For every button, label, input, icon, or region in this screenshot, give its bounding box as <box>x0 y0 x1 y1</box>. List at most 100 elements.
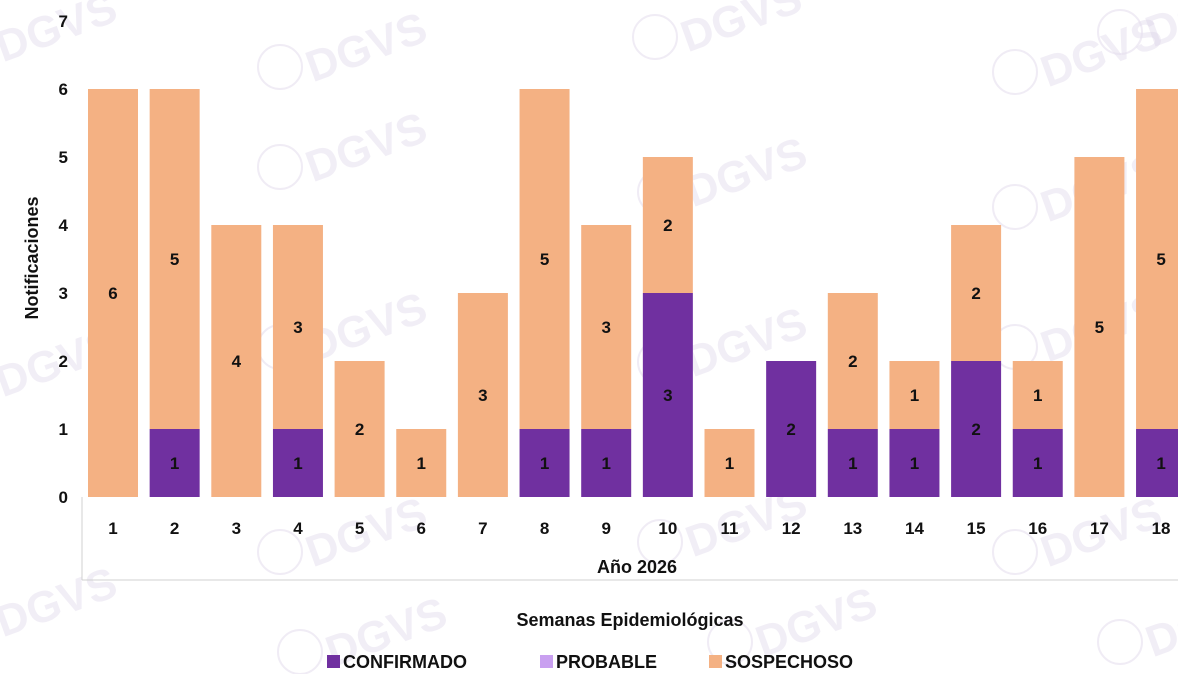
data-label: 1 <box>848 454 857 473</box>
legend-label-confirmado: CONFIRMADO <box>343 652 467 672</box>
x-tick-label: 16 <box>1028 519 1047 538</box>
x-tick-label: 18 <box>1152 519 1171 538</box>
x-tick-label: 14 <box>905 519 924 538</box>
bar-segment-confirmado <box>519 429 570 497</box>
watermark-text: DGVS <box>0 558 123 647</box>
x-tick-label: 17 <box>1090 519 1109 538</box>
x-tick-label: 2 <box>170 519 179 538</box>
x-tick-label: 11 <box>721 519 739 538</box>
watermark-text: DGVS <box>674 0 808 62</box>
data-label: 2 <box>971 420 980 439</box>
watermark-globe-icon <box>637 519 683 565</box>
data-label: 5 <box>540 250 549 269</box>
watermark-globe-icon <box>257 529 303 575</box>
data-label: 1 <box>293 454 302 473</box>
watermark-globe-icon <box>632 14 678 60</box>
data-label: 1 <box>601 454 610 473</box>
x-tick-label: 3 <box>232 519 241 538</box>
watermark-text: DGVS <box>299 3 433 92</box>
x-tick-label: 5 <box>355 519 364 538</box>
bar-segment-sospechoso <box>704 429 755 497</box>
y-tick-label: 6 <box>59 80 68 99</box>
data-label: 1 <box>910 454 919 473</box>
bar-segment-sospechoso <box>951 225 1002 361</box>
data-label: 4 <box>232 352 242 371</box>
x-tick-label: 4 <box>293 519 303 538</box>
x-tick-label: 1 <box>108 519 117 538</box>
bar-segment-confirmado <box>149 429 200 497</box>
data-label: 2 <box>786 420 795 439</box>
data-label: 1 <box>1033 386 1042 405</box>
bar-segment-sospechoso <box>211 225 262 497</box>
watermark-text: DGVS <box>0 0 123 72</box>
x-tick-label: 12 <box>782 519 801 538</box>
data-label: 1 <box>170 454 179 473</box>
legend-swatch-confirmado <box>327 655 340 668</box>
data-label: 3 <box>478 386 487 405</box>
watermark-globe-icon <box>277 629 323 674</box>
bar-segment-confirmado <box>1012 429 1063 497</box>
data-labels: 6 1 5 4 1 3 2 1 3 1 5 1 3 3 2 1 2 1 2 1 1 2 2 1 1 5 1 5 <box>108 216 1166 473</box>
data-label: 2 <box>971 284 980 303</box>
data-label: 1 <box>1033 454 1042 473</box>
data-label: 2 <box>355 420 364 439</box>
y-axis-ticks: 0 1 2 3 4 5 6 7 <box>59 12 69 507</box>
bar-segment-confirmado <box>889 429 940 497</box>
bar-segment-sospechoso <box>827 293 878 429</box>
legend-label-sospechoso: SOSPECHOSO <box>725 652 853 672</box>
legend-label-probable: PROBABLE <box>556 652 657 672</box>
y-tick-label: 2 <box>59 352 68 371</box>
data-label: 5 <box>1095 318 1104 337</box>
x-axis-ticks: 1 2 3 4 5 6 7 8 9 10 11 12 13 14 15 16 17 18 <box>108 519 1170 538</box>
data-label: 1 <box>1156 454 1165 473</box>
x-tick-label: 6 <box>417 519 426 538</box>
data-label: 6 <box>108 284 117 303</box>
data-label: 5 <box>1156 250 1165 269</box>
watermark-globe-icon <box>992 529 1038 575</box>
bar-segment-sospechoso <box>272 225 323 429</box>
x-axis-title: Semanas Epidemiológicas <box>516 610 743 630</box>
x-tick-label: 9 <box>601 519 610 538</box>
data-label: 3 <box>293 318 302 337</box>
watermark-text: DGVS <box>679 128 813 217</box>
x-axis-group-label: Año 2026 <box>597 557 677 577</box>
data-label: 2 <box>848 352 857 371</box>
y-axis-title: Notificaciones <box>22 196 42 319</box>
x-tick-label: 15 <box>967 519 986 538</box>
legend-swatch-probable <box>540 655 553 668</box>
bar-segment-sospechoso <box>396 429 447 497</box>
y-tick-label: 1 <box>59 420 68 439</box>
x-tick-label: 13 <box>843 519 862 538</box>
y-tick-label: 5 <box>59 148 68 167</box>
watermark-text: DGVS <box>299 488 433 577</box>
bar-segment-sospechoso <box>889 361 940 429</box>
watermark-globe-icon <box>257 44 303 90</box>
watermark-text: DGVS <box>299 103 433 192</box>
watermark-globe-icon <box>1097 619 1143 665</box>
bar-segment-confirmado <box>272 429 323 497</box>
watermark-globe-icon <box>1097 9 1143 55</box>
bar-segment-confirmado <box>581 429 632 497</box>
y-tick-label: 0 <box>59 488 68 507</box>
bar-segment-sospechoso <box>334 361 385 497</box>
bar-segment-sospechoso <box>581 225 632 429</box>
bar-segment-sospechoso <box>149 89 200 429</box>
data-label: 3 <box>601 318 610 337</box>
watermark-globe-icon <box>992 184 1038 230</box>
data-label: 3 <box>663 386 672 405</box>
data-label: 1 <box>725 454 734 473</box>
data-label: 1 <box>910 386 919 405</box>
data-label: 1 <box>417 454 426 473</box>
data-label: 5 <box>170 250 179 269</box>
bar-segment-confirmado <box>951 361 1002 497</box>
watermark-text: DGVS <box>1139 578 1178 667</box>
bar-segment-sospechoso <box>519 89 570 429</box>
watermark-globe-icon <box>992 49 1038 95</box>
y-tick-label: 3 <box>59 284 68 303</box>
x-tick-label: 7 <box>478 519 487 538</box>
data-label: 2 <box>663 216 672 235</box>
y-tick-label: 7 <box>59 12 68 31</box>
x-tick-label: 10 <box>658 519 677 538</box>
bar-segment-sospechoso <box>88 89 138 497</box>
